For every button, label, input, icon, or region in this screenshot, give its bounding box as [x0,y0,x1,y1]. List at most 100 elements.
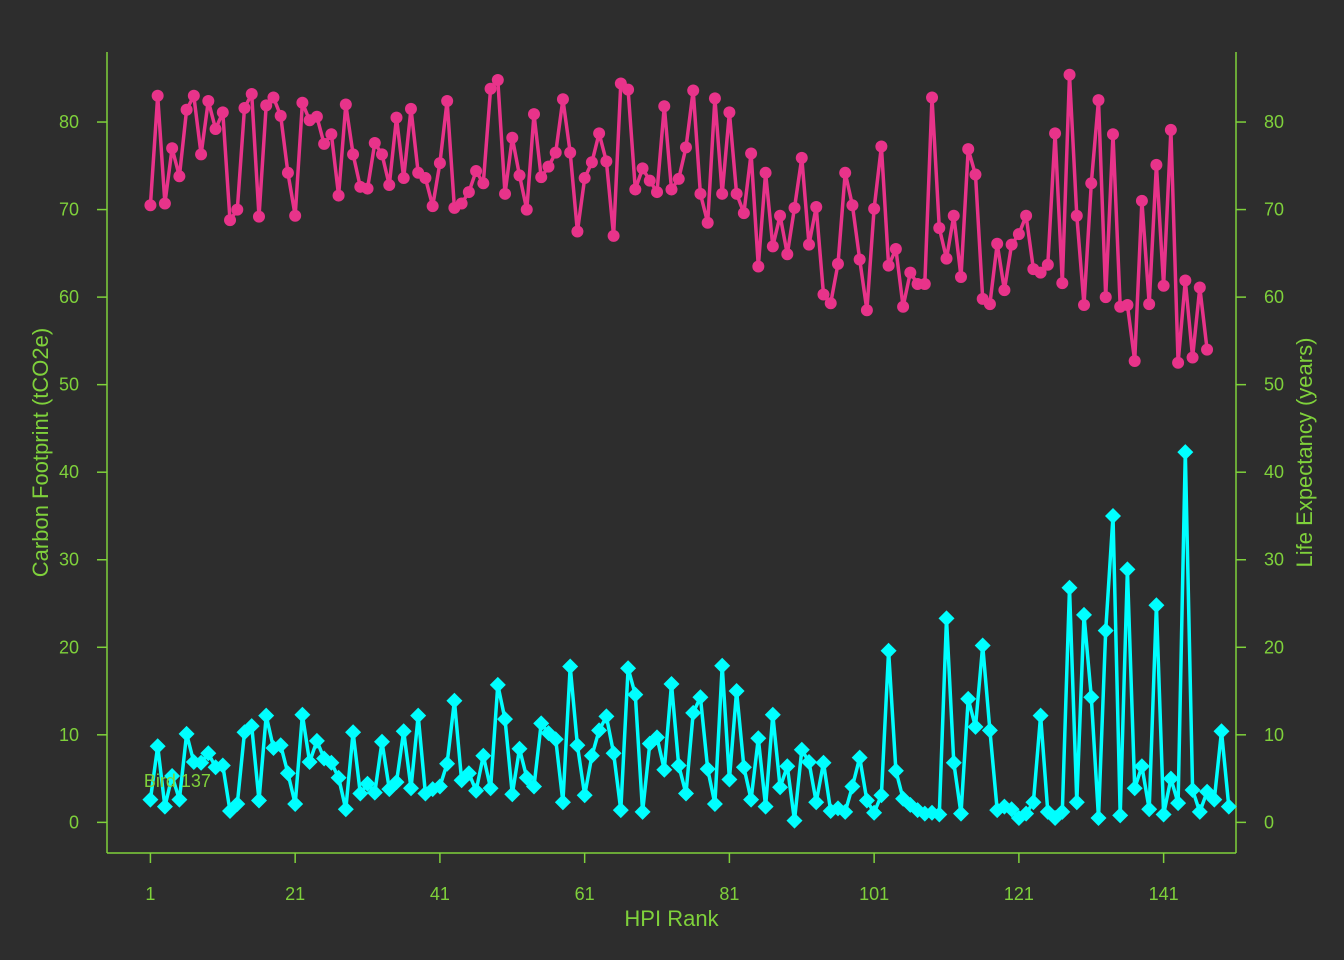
left-y-tick-label: 10 [59,725,79,745]
left-y-tick-label: 20 [59,637,79,657]
data-point-life [1128,355,1141,368]
data-point-carbon [634,803,651,820]
data-point-carbon [446,692,463,709]
data-point-life [1078,298,1091,311]
x-tick-label: 141 [1149,884,1179,904]
x-tick-label: 21 [285,884,305,904]
data-point-carbon [858,792,875,809]
data-point-life [202,95,215,108]
data-point-life [1172,356,1185,369]
data-point-carbon [678,785,694,802]
data-point-carbon [164,768,181,784]
data-point-carbon [562,658,579,675]
data-point-life [564,146,577,159]
data-point-life [1157,279,1170,292]
data-point-life [730,187,743,200]
data-point-life [491,74,504,87]
data-point-life [527,108,540,121]
x-tick-label: 61 [575,884,595,904]
data-point-carbon [287,796,304,812]
data-point-carbon [967,718,984,735]
data-point-life [708,92,721,105]
left-y-tick-label: 70 [59,200,79,220]
data-point-carbon [1141,801,1158,818]
data-point-life [824,297,837,310]
data-point-carbon [779,758,796,775]
data-point-carbon [475,747,492,764]
data-point-life [173,170,186,183]
data-point-carbon [243,718,260,735]
data-point-life [889,242,902,255]
data-point-life [376,148,389,161]
data-point-carbon [1068,794,1085,811]
data-point-life [983,298,996,311]
data-point-carbon [294,706,311,723]
data-point-life [470,165,483,178]
data-point-carbon [873,787,890,804]
data-point-carbon [554,794,571,811]
data-point-carbon [251,792,267,809]
data-point-carbon [815,754,832,771]
data-point-carbon [801,754,817,770]
data-point-carbon [656,761,673,778]
data-point-life [1041,258,1054,271]
data-point-carbon [663,676,680,692]
data-point-life [209,123,222,136]
data-point-life [571,225,584,238]
data-point-carbon [1184,782,1201,798]
data-point-carbon [272,737,289,754]
data-point-life [477,177,490,190]
data-point-life [289,209,302,222]
data-point-life [426,200,439,213]
data-point-life [831,257,844,270]
data-point-life [846,199,859,212]
data-point-life [853,253,866,266]
data-point-carbon [793,741,810,758]
data-point-carbon [337,801,354,818]
data-point-carbon [620,660,637,677]
data-point-carbon [258,707,275,724]
data-point-life [224,214,237,227]
data-point-carbon [229,796,246,812]
data-point-carbon [1105,508,1121,524]
data-point-life [629,183,642,196]
data-point-life [1005,238,1018,251]
data-point-life [766,240,779,253]
data-point-life [1034,266,1047,279]
data-point-life [332,189,345,202]
data-point-life [1150,158,1163,171]
right-y-tick-label: 40 [1264,462,1284,482]
left-y-tick-label: 60 [59,287,79,307]
data-point-carbon [1213,723,1230,740]
data-point-carbon [931,806,948,823]
data-point-life [195,148,208,161]
annotation-label: Bird 137 [144,771,211,791]
data-point-carbon [844,778,861,795]
data-point-life [216,106,229,119]
data-point-carbon [837,803,854,820]
data-point-life [947,209,960,222]
data-point-carbon [1032,707,1049,724]
data-point-life [549,146,562,159]
data-point-life [383,179,396,192]
data-point-life [296,96,309,109]
data-point-carbon [938,610,955,627]
data-point-life [1143,298,1156,311]
data-point-carbon [1206,791,1223,808]
right-y-axis-title: Life Expectancy (years) [1292,338,1317,568]
data-point-carbon [743,791,760,808]
x-tick-label: 1 [145,884,155,904]
data-point-life [462,186,475,199]
data-point-life [151,89,164,102]
data-point-carbon [764,706,781,723]
data-point-life [954,270,967,283]
data-point-carbon [612,802,629,819]
data-point-life [1063,68,1076,81]
right-y-tick-label: 80 [1264,112,1284,132]
data-point-life [665,183,678,196]
data-point-life [745,147,758,160]
data-point-life [1070,209,1083,222]
data-point-carbon [1119,561,1136,578]
data-point-carbon [1076,606,1092,623]
data-point-carbon [214,757,231,774]
